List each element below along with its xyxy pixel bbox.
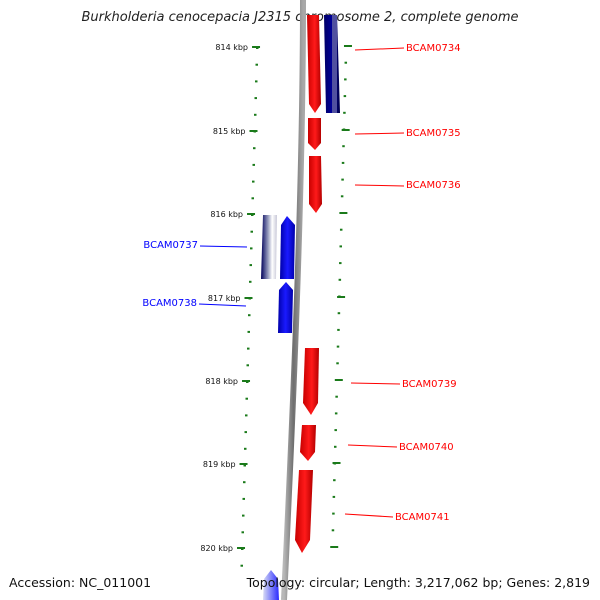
- gene-label-bcam0738[interactable]: BCAM0738: [142, 298, 197, 309]
- tick-label: 820 kbp: [200, 544, 233, 553]
- gene-label-bcam0735[interactable]: BCAM0735: [406, 128, 461, 139]
- callout-line-bcam0738: [198, 303, 247, 307]
- gene-label-bcam0740[interactable]: BCAM0740: [399, 442, 454, 453]
- gene-bcam0736-arrow[interactable]: [309, 156, 322, 213]
- tick-label: 817 kbp: [208, 294, 241, 303]
- gene-bcam0734-arrow[interactable]: [307, 15, 321, 113]
- tick-label: 816 kbp: [210, 210, 243, 219]
- accession-label: Accession: NC_011001: [9, 575, 152, 590]
- genome-backbone: [281, 0, 306, 600]
- gene-callouts: BCAM0734 BCAM0735 BCAM0736 BCAM0737 BCAM…: [142, 43, 460, 523]
- callout-line-bcam0739: [350, 382, 401, 385]
- callout-line-bcam0734: [354, 47, 405, 51]
- gene-bcam0738-arrow[interactable]: [278, 282, 293, 333]
- gene-bcam0737-arrow[interactable]: [280, 216, 295, 279]
- gene-label-bcam0736[interactable]: BCAM0736: [406, 180, 461, 191]
- gene-label-bcam0741[interactable]: BCAM0741: [395, 512, 450, 523]
- major-ticks: 814 kbp 815 kbp 816 kbp 817 kbp 818 kbp 819 k…: [200, 43, 352, 553]
- genome-stats-label: Topology: circular; Length: 3,217,062 bp…: [246, 575, 590, 590]
- tick-label: 818 kbp: [205, 377, 238, 386]
- gene-bcam0734-partner-strip: [332, 15, 337, 113]
- gene-bcam0737-partner-block[interactable]: [261, 215, 277, 279]
- tick-label: 815 kbp: [213, 127, 246, 136]
- tick-label: 814 kbp: [215, 43, 248, 52]
- gene-label-bcam0739[interactable]: BCAM0739: [402, 379, 457, 390]
- tick-label: 819 kbp: [203, 460, 236, 469]
- callout-line-bcam0741: [344, 513, 394, 518]
- callout-line-bcam0735: [354, 132, 405, 135]
- gene-bcam0740-arrow[interactable]: [300, 425, 316, 461]
- callout-line-bcam0736: [354, 184, 405, 187]
- gene-bcam0739-arrow[interactable]: [303, 348, 319, 415]
- gene-bcam0735-arrow[interactable]: [308, 118, 321, 150]
- gene-label-bcam0737[interactable]: BCAM0737: [143, 240, 198, 251]
- callout-line-bcam0740: [347, 444, 398, 448]
- gene-features: [261, 15, 340, 600]
- gene-label-bcam0734[interactable]: BCAM0734: [406, 43, 461, 54]
- callout-line-bcam0737: [199, 245, 248, 248]
- partial-gene-arrow[interactable]: [263, 570, 279, 600]
- gene-bcam0741-arrow[interactable]: [295, 470, 313, 553]
